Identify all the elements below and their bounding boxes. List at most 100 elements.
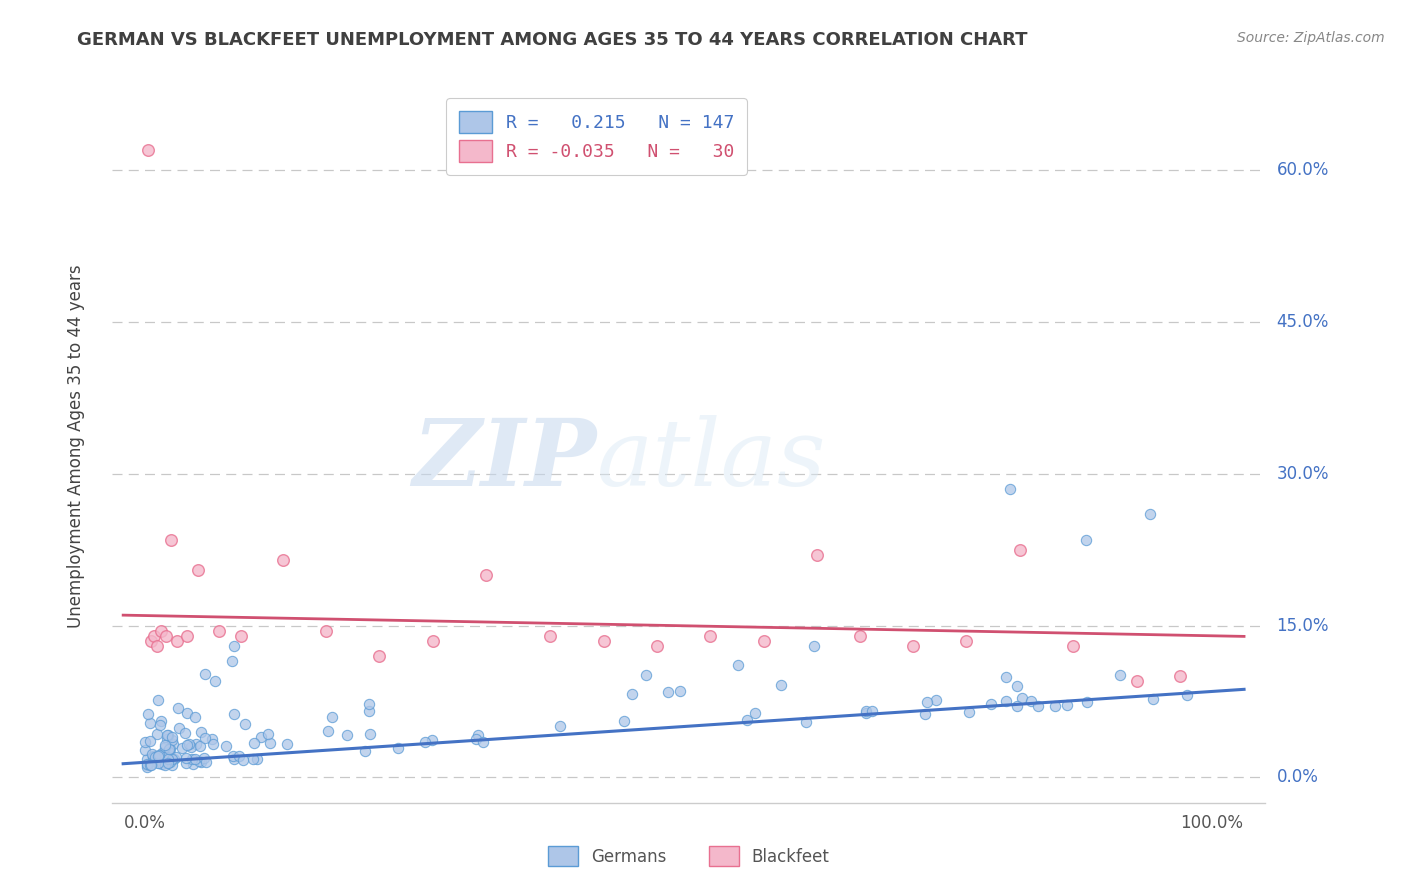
Point (167, 721, 190, 735)
Point (472, 735, 495, 749)
Point (194, 731, 217, 745)
Point (994, 670, 1017, 684)
Point (467, 728, 489, 742)
Point (136, 752, 159, 766)
Point (174, 756, 197, 771)
Point (657, 684, 679, 698)
Text: 30.0%: 30.0% (1277, 465, 1329, 483)
Point (160, 733, 183, 747)
Point (188, 754, 211, 768)
Point (228, 748, 250, 763)
Point (146, 727, 169, 741)
Point (143, 754, 166, 768)
Point (159, 755, 181, 769)
Point (156, 755, 179, 769)
Point (180, 740, 202, 755)
Point (420, 732, 443, 747)
Point (224, 706, 246, 721)
Point (162, 752, 184, 766)
Point (855, 704, 877, 718)
Point (156, 752, 179, 766)
Point (855, 706, 877, 720)
Point (176, 706, 198, 720)
Point (980, 697, 1002, 711)
Y-axis label: Unemployment Among Ages 35 to 44 years: Unemployment Among Ages 35 to 44 years (66, 264, 84, 628)
Point (321, 710, 343, 724)
Legend: Germans, Blackfeet: Germans, Blackfeet (541, 839, 837, 873)
Point (860, 704, 883, 718)
Text: GERMAN VS BLACKFEET UNEMPLOYMENT AMONG AGES 35 TO 44 YEARS CORRELATION CHART: GERMAN VS BLACKFEET UNEMPLOYMENT AMONG A… (77, 31, 1028, 49)
Point (136, 143, 159, 157)
Point (139, 633, 162, 648)
Point (153, 738, 176, 752)
Point (794, 715, 817, 730)
Point (145, 751, 167, 765)
Point (848, 629, 870, 643)
Point (699, 629, 721, 643)
Point (1008, 542, 1031, 557)
Point (143, 749, 166, 764)
Point (475, 568, 498, 582)
Point (257, 726, 280, 740)
Point (735, 713, 758, 727)
Point (998, 482, 1021, 496)
Point (148, 756, 170, 770)
Point (139, 716, 162, 731)
Point (176, 751, 198, 765)
Point (193, 751, 215, 765)
Text: 15.0%: 15.0% (1277, 616, 1329, 635)
Point (204, 674, 226, 689)
Point (184, 752, 207, 766)
Point (176, 629, 198, 643)
Point (163, 752, 186, 766)
Point (157, 745, 180, 759)
Point (1011, 690, 1033, 705)
Point (368, 648, 391, 663)
Point (221, 654, 243, 668)
Point (155, 629, 177, 643)
Point (1175, 688, 1198, 702)
Point (141, 758, 163, 772)
Point (215, 739, 238, 753)
Point (136, 757, 159, 772)
Point (188, 739, 211, 753)
Point (157, 742, 180, 756)
Point (242, 752, 264, 766)
Point (134, 735, 156, 749)
Point (150, 752, 173, 766)
Point (744, 706, 766, 721)
Point (357, 697, 380, 711)
Point (157, 750, 180, 764)
Text: 60.0%: 60.0% (1277, 161, 1329, 179)
Point (249, 730, 271, 744)
Point (1168, 669, 1191, 683)
Point (925, 693, 948, 707)
Point (173, 725, 195, 739)
Point (134, 743, 156, 757)
Point (145, 752, 167, 766)
Point (186, 737, 208, 751)
Point (159, 742, 181, 756)
Point (181, 752, 204, 766)
Point (187, 563, 209, 577)
Point (233, 717, 256, 731)
Point (148, 748, 170, 763)
Point (165, 750, 187, 764)
Point (156, 728, 179, 742)
Point (160, 758, 183, 772)
Point (803, 639, 825, 653)
Point (139, 734, 162, 748)
Point (156, 731, 179, 746)
Point (155, 756, 177, 770)
Point (177, 737, 200, 751)
Point (135, 757, 157, 772)
Point (1076, 694, 1098, 708)
Point (413, 734, 436, 748)
Text: ZIP: ZIP (412, 416, 596, 505)
Point (316, 724, 339, 739)
Point (1043, 699, 1066, 714)
Point (1109, 668, 1132, 682)
Point (613, 714, 636, 728)
Point (160, 731, 183, 745)
Point (1139, 508, 1161, 522)
